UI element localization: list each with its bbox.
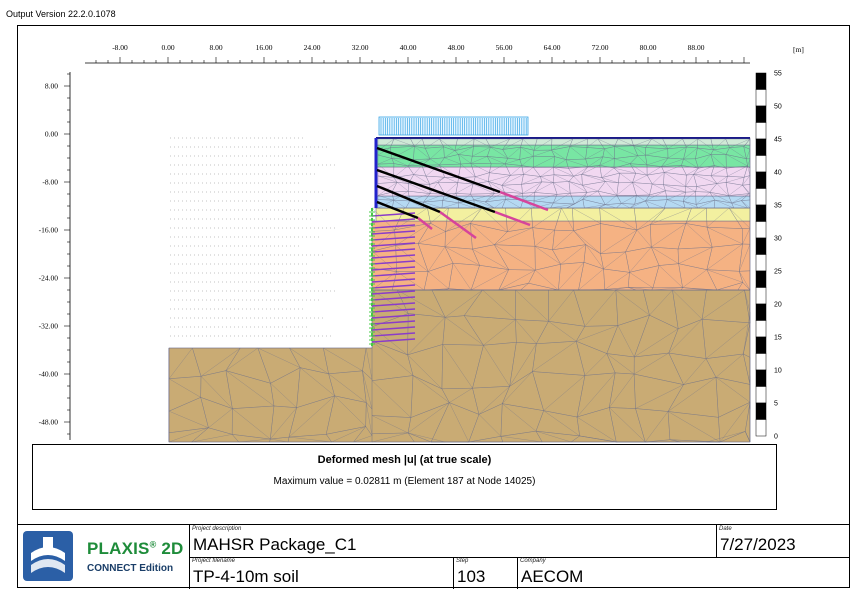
caption-max-value: Maximum value = 0.02811 m (Element 187 a… (273, 476, 536, 487)
y-tick-label: -40.00 (39, 370, 59, 379)
x-tick-label: 40.00 (400, 43, 417, 52)
x-tick-label: 24.00 (304, 43, 321, 52)
plaxis-brand-text: PLAXIS (87, 539, 150, 558)
x-tick-label: 56.00 (496, 43, 513, 52)
project-filename-cell: Project filename TP-4-10m soil (189, 557, 453, 589)
plaxis-logo-icon (23, 531, 73, 581)
soil-layer-brown (168, 289, 751, 443)
x-tick-label: 16.00 (256, 43, 273, 52)
scale-bar-label: 40 (774, 170, 782, 177)
x-tick-label: 80.00 (640, 43, 657, 52)
scale-bar-label: 20 (774, 302, 782, 309)
soil-layer-green (375, 144, 751, 168)
y-tick-label: -24.00 (39, 274, 59, 283)
date-label: Date (719, 526, 732, 532)
step-cell: Step 103 (453, 557, 517, 589)
step-label: Step (456, 558, 469, 564)
y-tick-label: -16.00 (39, 226, 59, 235)
scale-bar-label: 55 (774, 71, 782, 78)
plaxis-edition: CONNECT Edition (87, 563, 174, 574)
soil-layers (168, 137, 751, 443)
retaining-wall (371, 138, 378, 348)
top-ruler: -8.00 0.00 8.00 16.00 24.00 32.00 40.00 48.00 56… (85, 43, 804, 64)
surcharge-load (378, 116, 529, 136)
company-cell: Company AECOM (517, 557, 850, 589)
fe-mesh (168, 138, 751, 443)
company-label: Company (520, 558, 546, 564)
plaxis-brand: PLAXIS® 2D (87, 539, 184, 559)
scale-bar-label: 45 (774, 137, 782, 144)
date-cell: Date 7/27/2023 (716, 525, 850, 557)
date-value: 7/27/2023 (720, 535, 796, 554)
output-version: Output Version 22.2.0.1078 (6, 9, 116, 19)
y-tick-label: 8.00 (45, 82, 58, 91)
y-tick-label: -48.00 (39, 418, 59, 427)
scale-bar-label: 25 (774, 269, 782, 276)
x-tick-label: 0.00 (161, 43, 174, 52)
plaxis-brand-sup: ® (149, 539, 157, 550)
y-tick-label: -8.00 (42, 178, 58, 187)
x-tick-label: -8.00 (112, 43, 128, 52)
ground-anchors (376, 146, 549, 240)
info-bar: PLAXIS® 2D CONNECT Edition Project descr… (17, 524, 850, 589)
soil-nails (369, 211, 416, 345)
y-tick-label: 0.00 (45, 130, 58, 139)
project-filename-value: TP-4-10m soil (193, 567, 299, 586)
plaxis-brand-suffix: 2D (156, 539, 184, 558)
project-description-value: MAHSR Package_C1 (193, 535, 357, 554)
scale-bar-label: 30 (774, 236, 782, 243)
x-tick-label: 48.00 (448, 43, 465, 52)
x-tick-label: 32.00 (352, 43, 369, 52)
scale-bar-label: 0 (774, 434, 778, 441)
project-description-label: Project description (192, 526, 242, 532)
plaxis-logo: PLAXIS® 2D CONNECT Edition (17, 525, 189, 589)
project-filename-label: Project filename (192, 558, 236, 564)
x-tick-label: 64.00 (544, 43, 561, 52)
axis-unit: [m] (793, 45, 804, 54)
step-value: 103 (457, 567, 486, 586)
output-frame (17, 25, 850, 588)
scale-bar-label: 5 (774, 401, 778, 408)
x-tick-label: 88.00 (688, 43, 705, 52)
info-divider (189, 557, 850, 558)
scale-bar-label: 35 (774, 203, 782, 210)
project-description-cell: Project description MAHSR Package_C1 (189, 525, 716, 557)
scale-bar-label: 15 (774, 335, 782, 342)
scale-bar-label: 10 (774, 368, 782, 375)
y-tick-label: -32.00 (39, 322, 59, 331)
scale-bar-label: 50 (774, 104, 782, 111)
x-tick-label: 72.00 (592, 43, 609, 52)
left-ruler: 8.00 0.00 -8.00 -16.00 -24.00 -32.00 -40.00 -48… (39, 72, 71, 440)
x-tick-label: 8.00 (209, 43, 222, 52)
caption-title: Deformed mesh |u| (at true scale) (317, 454, 492, 466)
caption-box: Deformed mesh |u| (at true scale) Maximu… (32, 444, 777, 510)
company-value: AECOM (521, 567, 584, 586)
